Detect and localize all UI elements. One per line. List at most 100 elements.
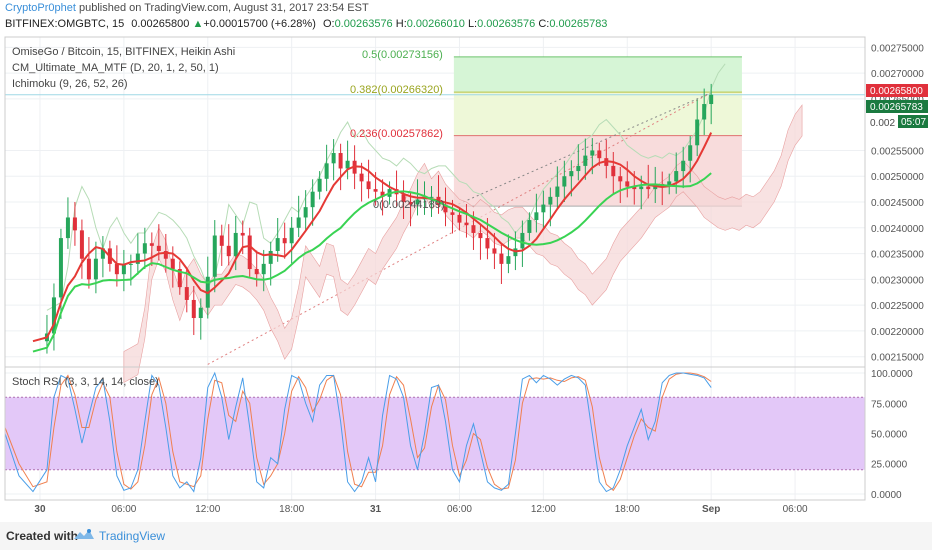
fib-label-0: 0(0.00244189) [373, 199, 445, 211]
close-label: C: [538, 18, 550, 30]
candle-body [590, 150, 595, 156]
candle-body [331, 153, 336, 164]
candle-body [681, 160, 686, 172]
ma-slow-line [32, 172, 712, 353]
fib-trend-line [453, 92, 712, 207]
candle-body [401, 194, 406, 202]
price-tick-label: 0.00275000 [871, 43, 924, 54]
candle-body [86, 258, 91, 280]
candle-body [51, 297, 56, 334]
price-tick-label: 0.00270000 [871, 69, 924, 80]
candle-body [93, 258, 98, 280]
price-tick-label: 0.00240000 [871, 224, 924, 235]
open-label: O: [322, 18, 335, 30]
time-tick-label: 12:00 [195, 504, 220, 515]
stoch-tick-label: 25.0000 [871, 460, 908, 471]
candle-body [471, 225, 476, 233]
candle-body [429, 196, 434, 198]
candle-body [310, 191, 315, 208]
candle-body [128, 263, 133, 265]
ma-price-tag [866, 100, 928, 113]
candle-body [149, 243, 154, 246]
candle-body [457, 214, 462, 223]
candle-body [380, 191, 385, 197]
candle-body [317, 178, 322, 192]
candle-body [156, 245, 161, 251]
candle-body [562, 176, 567, 187]
candle-body [506, 256, 511, 264]
symbol: BITFINEX:OMGBTC, 15 [5, 18, 125, 30]
ichimoku-cloud [46, 63, 803, 383]
candle-body [198, 307, 203, 319]
stoch-pane-border [4, 366, 866, 501]
candle-body [548, 196, 553, 205]
candle-body [282, 238, 287, 244]
time-tick-label: 31 [370, 504, 382, 515]
candle-body [492, 248, 497, 254]
candle-body [275, 238, 280, 251]
candle-body [520, 232, 525, 249]
candle-body [72, 217, 77, 231]
last-price-tag [866, 84, 928, 97]
candle-body [324, 163, 329, 179]
candle-body [478, 232, 483, 239]
time-tick-label: 06:00 [447, 504, 472, 515]
candle-body [576, 165, 581, 172]
candle-body [135, 253, 140, 264]
fib-label-0.236: 0.236(0.00257862) [350, 128, 443, 140]
author-link[interactable]: CryptoPr0phet [5, 2, 76, 14]
candle-body [296, 217, 301, 228]
candle-body [373, 189, 378, 192]
candle-body [338, 153, 343, 169]
stoch-rsi-pane [4, 371, 865, 493]
stoch-d-line [4, 372, 712, 492]
price-tick-label: 0.00215000 [871, 353, 924, 364]
last-price: 0.00265800 [131, 18, 190, 30]
legend-ma: CM_Ultimate_MA_MTF (D, 20, 1, 2, 50, 1) [12, 62, 219, 74]
candle-body [702, 104, 707, 120]
last-price-tag-text: 0.00265800 [870, 86, 923, 97]
candle-body [632, 186, 637, 190]
up-arrow-icon: ▲ [192, 18, 204, 30]
close-value: 0.00265783 [549, 18, 608, 30]
candle-body [541, 204, 546, 213]
legend-main: OmiseGo / Bitcoin, 15, BITFINEX, Heikin … [12, 46, 236, 58]
candle-body [142, 243, 147, 254]
candle-body [114, 263, 119, 275]
candle-body [597, 150, 602, 159]
candle-body [695, 119, 700, 146]
stoch-k-line [4, 371, 712, 493]
candle-body [79, 230, 84, 259]
candle-body [555, 186, 560, 197]
fib-label-0.382: 0.382(0.00266320) [350, 84, 443, 96]
tradingview-link[interactable]: TradingView [99, 529, 166, 543]
candle-body [646, 186, 651, 190]
candle-body [226, 245, 231, 257]
candle-body [366, 181, 371, 190]
price-tick-label: 0.00245000 [871, 198, 924, 209]
price-tick-label: 0.00250000 [871, 172, 924, 183]
candle-body [618, 176, 623, 182]
candles [44, 83, 714, 354]
chart-canvas[interactable]: 0.5(0.00273156) 0.382(0.00266320) 0.236(… [0, 0, 932, 522]
candle-body [639, 186, 644, 190]
time-tick-label: 30 [34, 504, 46, 515]
candle-body [611, 165, 616, 177]
candle-body [415, 199, 420, 205]
price-tick-label: 0.00235000 [871, 250, 924, 261]
fib-label-0.5: 0.5(0.00273156) [362, 49, 443, 61]
candle-body [65, 217, 70, 239]
candle-body [688, 145, 693, 161]
price-change: +0.00015700 (+6.28%) [203, 18, 316, 30]
ichimoku-span-line [46, 63, 726, 311]
candle-body [191, 299, 196, 319]
legend-stoch: Stoch RSI (3, 3, 14, 14, close) [12, 376, 159, 388]
stoch-band [5, 397, 865, 470]
ichimoku-kumo [123, 104, 803, 383]
candle-body [450, 212, 455, 215]
legend-ichimoku: Ichimoku (9, 26, 52, 26) [12, 78, 128, 90]
price-tag-short: 0.002 [870, 118, 895, 129]
candle-body [625, 181, 630, 187]
candle-body [163, 250, 168, 259]
candle-body [583, 155, 588, 166]
